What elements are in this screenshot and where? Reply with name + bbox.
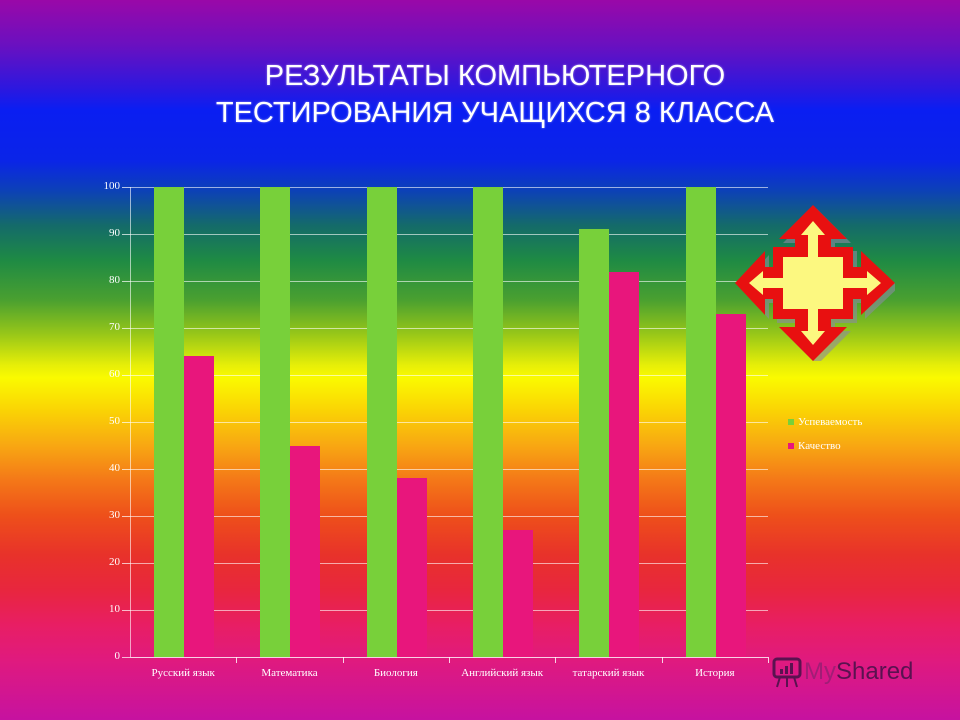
legend-item: Качество: [788, 434, 862, 458]
bar-uspevaemost: [473, 187, 503, 657]
gridline: [130, 187, 768, 188]
watermark-my: My: [804, 658, 836, 685]
bar-kachestvo: [503, 530, 533, 657]
bar-kachestvo: [715, 313, 746, 657]
gridline: [130, 610, 768, 611]
y-tick: [122, 422, 130, 423]
y-tick-label: 0: [114, 650, 121, 662]
y-tick: [122, 234, 130, 235]
gridline: [130, 281, 768, 282]
y-tick: [122, 516, 130, 517]
bar-kachestvo: [609, 271, 640, 657]
x-tick: [555, 657, 557, 663]
bar-group: [343, 187, 449, 657]
y-tick-label: 80: [109, 274, 120, 286]
y-tick-label: 90: [109, 227, 120, 239]
y-tick-label: 60: [109, 368, 120, 380]
bar-kachestvo: [396, 478, 427, 657]
bar-uspevaemost: [260, 187, 291, 657]
y-tick-label: 30: [109, 509, 120, 521]
title-line-1: РЕЗУЛЬТАТЫ КОМПЬЮТЕРНОГО: [264, 60, 726, 92]
bar-kachestvo: [184, 356, 214, 657]
bar-group: [662, 187, 768, 657]
y-tick-label: 50: [109, 415, 120, 427]
x-tick: [661, 657, 663, 663]
x-tick-label: Биология: [373, 667, 418, 679]
y-tick-label: 100: [103, 180, 121, 192]
x-tick: [236, 657, 238, 663]
y-tick: [122, 563, 130, 564]
bar-group: [449, 187, 555, 657]
legend-item: Успеваемость: [788, 410, 862, 434]
x-tick: [449, 657, 450, 663]
chart-legend: Успеваемость Качество: [788, 410, 862, 458]
gridline: [130, 469, 768, 470]
y-tick: [122, 657, 130, 658]
bar-group: [130, 187, 236, 657]
bar-uspevaemost: [579, 229, 610, 657]
bar-uspevaemost: [154, 187, 184, 657]
x-tick-label: Русский язык: [151, 667, 215, 679]
y-tick-label: 20: [109, 556, 120, 568]
myshared-watermark: My Shared: [768, 655, 913, 689]
title-line-2: ТЕСТИРОВАНИЯ УЧАЩИХСЯ 8 КЛАССА: [215, 97, 775, 129]
x-tick: [768, 657, 769, 663]
gridline: [130, 328, 768, 329]
y-tick: [122, 469, 130, 470]
slide-title: РЕЗУЛЬТАТЫ КОМПЬЮТЕРНОГО ТЕСТИРОВАНИЯ УЧ…: [150, 58, 840, 132]
watermark-shared: Shared: [836, 658, 914, 685]
x-tick-label: История: [695, 667, 735, 679]
y-tick: [122, 328, 130, 329]
gridline: [130, 422, 768, 423]
legend-label: Успеваемость: [798, 416, 863, 428]
y-tick-label: 10: [109, 603, 120, 615]
gridline: [130, 516, 768, 517]
gridline: [130, 375, 768, 376]
y-tick: [122, 610, 130, 611]
four-way-arrow-icon: [735, 205, 895, 361]
presentation-board-icon: [772, 657, 802, 688]
x-tick-label: Английский язык: [461, 667, 544, 679]
x-tick-label: Математика: [261, 667, 318, 679]
legend-label: Качество: [798, 440, 841, 452]
y-tick: [122, 187, 130, 188]
bar-group: [555, 187, 661, 657]
x-tick-label: татарский язык: [572, 667, 645, 679]
y-tick: [122, 281, 130, 282]
y-tick-label: 70: [109, 321, 120, 333]
bar-group: [236, 187, 342, 657]
y-tick: [122, 375, 130, 376]
legend-swatch: [788, 419, 794, 425]
bar-uspevaemost: [366, 187, 397, 657]
gridline: [130, 234, 768, 235]
y-tick-label: 40: [109, 462, 120, 474]
bar-chart: 0 10 20 30 40 50 60 70 80 90 100 Русский язык Матема…: [104, 180, 769, 679]
bar-uspevaemost: [685, 187, 716, 657]
legend-swatch: [788, 443, 794, 449]
x-tick: [342, 657, 344, 663]
gridline: [130, 563, 768, 564]
bar-kachestvo: [290, 445, 321, 657]
